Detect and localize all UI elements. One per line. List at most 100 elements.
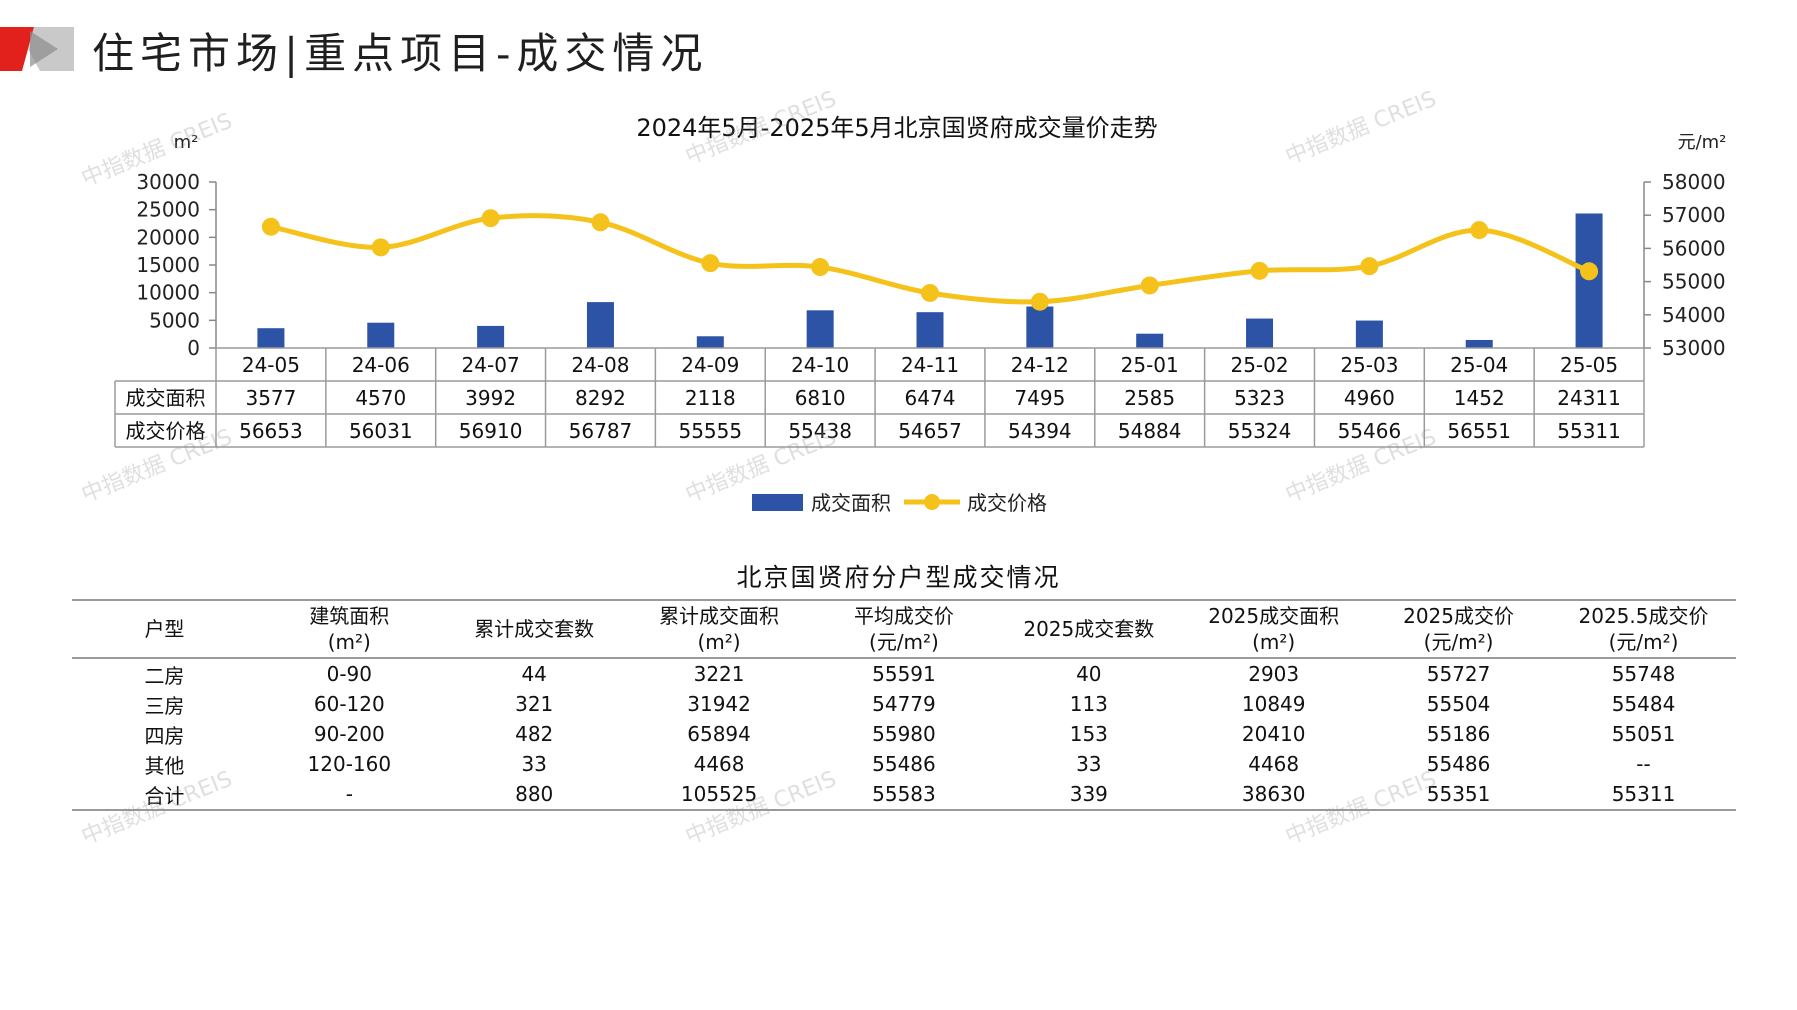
price-point-24-10 [811, 258, 830, 277]
table-header-cell: 累计成交面积 (m²) [626, 599, 812, 659]
table-header-text: (m²) [697, 630, 741, 654]
table-cell: 38630 [1181, 779, 1367, 811]
legend-label-price: 成交价格 [967, 491, 1047, 515]
table-cell: 55486 [872, 752, 936, 776]
table-cell: 55484 [1611, 692, 1676, 716]
right-axis-unit: 元/m² [1678, 132, 1727, 153]
x-tick-label: 24-10 [791, 353, 849, 377]
price-point-24-09 [701, 254, 720, 273]
table-cell: 55727 [1426, 662, 1491, 686]
data-label-price: 54394 [1008, 419, 1072, 443]
table-cell: 四房 [144, 723, 185, 748]
data-label-price: 55311 [1557, 419, 1621, 443]
table-header-text: (m²) [327, 630, 371, 654]
table-header-text: 2025.5成交价 [1578, 604, 1709, 628]
table-cell: 三房 [144, 693, 185, 718]
table-header-text: 累计成交面积 [659, 604, 780, 628]
table-header-cell: 建筑面积 (m²) [256, 599, 442, 659]
table-header-cell: 2025成交面积 (m²) [1181, 599, 1367, 659]
table-header-cell: 平均成交价 (元/m²) [811, 599, 997, 659]
right-tick-label: 56000 [1662, 236, 1726, 260]
data-label-area: 8292 [575, 386, 626, 410]
page-title: 住宅市场|重点项目-成交情况 [92, 29, 709, 78]
table-cell: 55186 [1426, 722, 1491, 746]
brand-logo-mark [0, 27, 74, 71]
table-cell: 合计 [72, 779, 257, 811]
bar-25-05 [1575, 213, 1603, 348]
combo-chart: 2024年5月-2025年5月北京国贤府成交量价走势 m² 元/m² 0 5000 100… [114, 114, 1727, 515]
data-table-row-label: 成交价格 [126, 419, 206, 443]
unit-table-title: 北京国贤府分户型成交情况 [736, 563, 1061, 592]
data-label-area: 2585 [1124, 386, 1175, 410]
bar-24-06 [367, 322, 395, 348]
data-label-price: 55555 [678, 419, 742, 443]
bar-24-08 [586, 302, 614, 348]
table-cell: 44 [521, 662, 547, 686]
data-label-price: 56551 [1447, 419, 1511, 443]
data-label-area: 3577 [245, 386, 296, 410]
table-cell: 60-120 [313, 692, 385, 716]
table-cell: 55486 [1426, 752, 1491, 776]
table-header-text: (元/m²) [869, 630, 939, 654]
table-header-text: 2025成交价 [1403, 604, 1515, 628]
table-cell: 65894 [687, 722, 751, 746]
table-cell: 55311 [1551, 779, 1736, 811]
right-tick-label: 58000 [1662, 170, 1726, 194]
table-cell: 31942 [687, 692, 751, 716]
price-point-24-12 [1030, 292, 1049, 311]
data-label-area: 1452 [1454, 386, 1505, 410]
data-label-area: 7495 [1014, 386, 1065, 410]
data-label-price: 56787 [569, 419, 633, 443]
table-cell: 4468 [1248, 752, 1300, 776]
table-cell: 153 [1069, 722, 1108, 746]
table-cell: 339 [996, 779, 1182, 811]
right-tick-label: 54000 [1662, 303, 1726, 327]
table-cell: 113 [1069, 692, 1108, 716]
table-header-text: 累计成交套数 [474, 617, 595, 641]
bar-24-05 [257, 328, 285, 348]
x-tick-label: 24-07 [462, 353, 520, 377]
table-row: 二房 0-90 44 3221 55591 40 2903 55727 55748 [72, 658, 1736, 689]
price-point-25-05 [1580, 262, 1599, 281]
table-header-text: 建筑面积 [309, 604, 390, 628]
left-tick-label: 10000 [136, 281, 200, 305]
table-cell: 54779 [872, 692, 936, 716]
price-point-25-04 [1470, 221, 1489, 240]
bar-24-07 [477, 325, 505, 348]
bar-24-11 [916, 312, 944, 348]
table-cell: 40 [1076, 662, 1102, 686]
bar-25-02 [1246, 318, 1274, 348]
table-header-cell: 2025成交套数 [996, 599, 1182, 659]
table-cell: 2903 [1248, 662, 1300, 686]
left-tick-label: 5000 [149, 308, 200, 332]
table-cell: 55351 [1366, 779, 1551, 811]
left-tick-label: 20000 [136, 225, 200, 249]
table-cell: 55051 [1611, 722, 1676, 746]
table-cell: 55748 [1611, 662, 1676, 686]
legend-line-marker [924, 494, 940, 510]
unit-type-table: 户型 建筑面积 (m²) 累计成交套数 累计成交面积 (m²) 平均成交价 (元/m²) 202… [72, 599, 1736, 811]
legend-bar-swatch [752, 494, 803, 511]
bar-25-01 [1136, 333, 1164, 348]
table-header-text: 2025成交套数 [1023, 617, 1155, 641]
price-point-24-07 [481, 209, 500, 228]
x-tick-label: 24-06 [352, 353, 410, 377]
x-tick-label: 25-02 [1230, 353, 1288, 377]
unit-table-header-row: 户型 建筑面积 (m²) 累计成交套数 累计成交面积 (m²) 平均成交价 (元/m²) 202… [72, 599, 1736, 659]
x-tick-label: 25-03 [1340, 353, 1398, 377]
left-tick-label: 30000 [136, 170, 200, 194]
data-label-area: 24311 [1557, 386, 1621, 410]
table-cell: 55980 [872, 722, 936, 746]
price-point-24-06 [371, 238, 390, 257]
chart-title: 2024年5月-2025年5月北京国贤府成交量价走势 [636, 114, 1157, 142]
left-tick-label: 25000 [136, 198, 200, 222]
bar-25-04 [1465, 339, 1493, 348]
table-cell: 其他 [144, 753, 185, 778]
table-header-text: (元/m²) [1608, 630, 1679, 654]
data-label-area: 3992 [465, 386, 516, 410]
data-label-area: 6810 [795, 386, 846, 410]
table-header-text: 2025成交面积 [1208, 604, 1340, 628]
table-cell: 3221 [693, 662, 745, 686]
price-point-25-03 [1360, 257, 1379, 276]
table-header-text: 户型 [144, 617, 185, 641]
